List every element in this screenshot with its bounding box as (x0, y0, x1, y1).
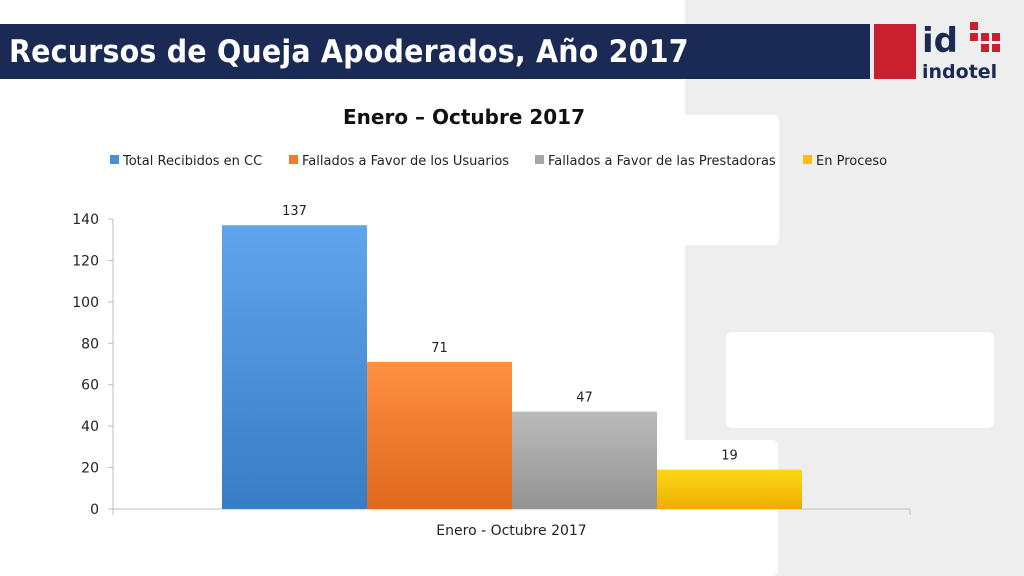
chart-legend: Total Recibidos en CC Fallados a Favor de… (110, 154, 887, 169)
legend-item: Fallados a Favor de los Usuarios (289, 154, 509, 169)
y-tick-label: 60 (81, 378, 99, 394)
y-tick-label: 140 (72, 212, 99, 228)
legend-item: Total Recibidos en CC (110, 154, 262, 169)
data-label: 47 (576, 391, 593, 406)
y-tick-label: 100 (72, 295, 99, 311)
data-label: 19 (721, 449, 738, 464)
y-tick-label: 40 (81, 419, 99, 435)
data-label: 71 (431, 341, 448, 356)
legend-swatch (289, 155, 298, 164)
indotel-logo: id indotel (922, 21, 1000, 83)
slide-title: Recursos de Queja Apoderados, Año 2017 (9, 33, 689, 70)
legend-label: Fallados a Favor de los Usuarios (302, 154, 509, 169)
data-label: 137 (282, 204, 307, 219)
x-category-label: Enero - Octubre 2017 (436, 523, 586, 539)
background-card (655, 115, 779, 245)
legend-label: Fallados a Favor de las Prestadoras (548, 154, 776, 169)
bar (222, 225, 367, 509)
legend-item: Fallados a Favor de las Prestadoras (535, 154, 776, 169)
legend-swatch (535, 155, 544, 164)
y-tick-label: 120 (72, 253, 99, 269)
logo-indotel-text: indotel (922, 61, 997, 83)
y-tick-label: 80 (81, 336, 99, 352)
bar (367, 361, 512, 509)
logo-id-text: id (922, 21, 958, 61)
legend-swatch (803, 155, 812, 164)
legend-label: En Proceso (816, 154, 887, 169)
brand-red-block (874, 24, 916, 79)
background-card (726, 332, 994, 428)
title-bar: Recursos de Queja Apoderados, Año 2017 (0, 24, 870, 79)
bar (657, 469, 802, 509)
chart-bars: 137 71 47 19 (222, 204, 802, 509)
logo-dot (970, 22, 978, 30)
legend-swatch (110, 155, 119, 164)
y-tick-label: 0 (90, 502, 99, 518)
legend-item: En Proceso (803, 154, 887, 169)
legend-label: Total Recibidos en CC (122, 154, 262, 169)
chart-title: Enero – Octubre 2017 (343, 105, 585, 129)
y-tick-label: 20 (81, 461, 99, 477)
bar (512, 411, 657, 509)
